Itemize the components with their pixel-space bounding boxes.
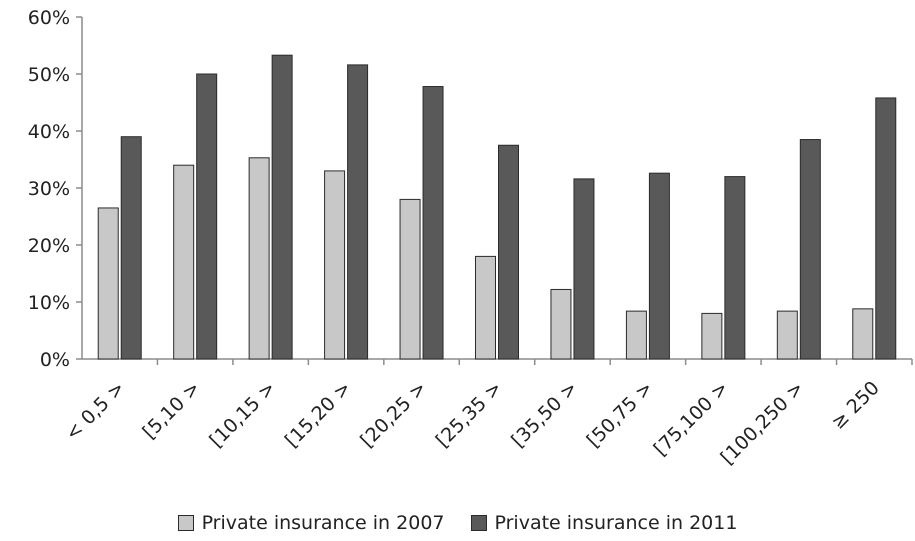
x-tick-label: [20,25 > [356, 377, 431, 452]
bar-2007 [173, 164, 195, 360]
bar-2011 [271, 54, 293, 360]
bar-2007 [97, 207, 119, 360]
bar-2007 [324, 170, 346, 360]
x-tick-label: [15,20 > [281, 377, 356, 452]
y-tick-label: 30% [28, 178, 70, 200]
bar-2011 [196, 73, 218, 360]
bar-2011 [573, 178, 595, 360]
bar-2007 [399, 198, 421, 360]
bar-2011 [422, 86, 444, 360]
y-tick-label: 60% [28, 7, 70, 29]
bar-2011 [120, 136, 142, 360]
legend-label-2011: Private insurance in 2011 [494, 512, 738, 534]
legend-item-2011: Private insurance in 2011 [470, 512, 738, 534]
x-tick-label: [35,50 > [507, 377, 582, 452]
bar-2007 [550, 288, 572, 360]
bar-2011 [347, 64, 369, 360]
bar-2007 [475, 255, 496, 360]
x-tick-label: < 0,5 > [61, 377, 129, 445]
y-tick-label: 0% [40, 349, 70, 371]
y-tick-label: 20% [28, 235, 70, 257]
bar-2007 [625, 310, 647, 360]
bar-2011 [724, 176, 746, 360]
legend-label-2007: Private insurance in 2007 [201, 512, 445, 534]
x-tick-label: [5,10 > [138, 377, 204, 443]
legend-swatch-2011 [470, 515, 487, 531]
y-tick-label: 50% [28, 64, 70, 86]
legend-item-2007: Private insurance in 2007 [177, 512, 445, 534]
bar-2007 [776, 310, 798, 360]
bar-2007 [852, 308, 874, 360]
legend-swatch-2007 [177, 515, 194, 531]
x-tick-label: [50,75 > [583, 377, 658, 452]
bar-2007 [248, 157, 270, 360]
bar-2011 [498, 144, 519, 360]
y-tick-label: 10% [28, 292, 70, 314]
x-tick-label: ≥ 250 [827, 377, 884, 434]
bar-2011 [799, 139, 821, 360]
x-tick-label: [25,35 > [432, 377, 507, 452]
bar-2011 [648, 172, 670, 360]
y-tick-label: 40% [28, 121, 70, 143]
x-tick-label: [75,100 > [650, 377, 733, 460]
chart-legend: Private insurance in 2007 Private insura… [0, 512, 915, 534]
bar-2007 [701, 312, 723, 360]
bar-2011 [875, 97, 897, 360]
x-tick-label: [10,15 > [205, 377, 280, 452]
